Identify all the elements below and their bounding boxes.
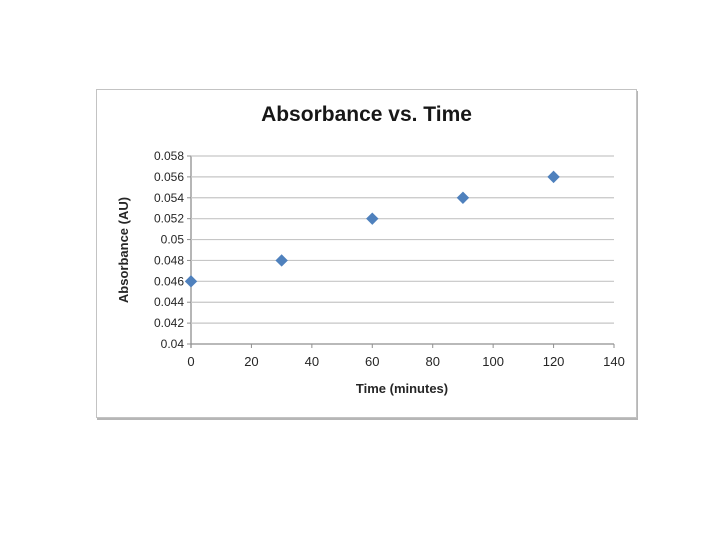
x-tick-label: 20 xyxy=(244,354,258,369)
data-point-marker xyxy=(275,254,288,267)
x-tick-label: 40 xyxy=(305,354,319,369)
chart-container: Absorbance vs. Time 140 120 100 80 60 40 20 0 0.… xyxy=(96,89,637,418)
y-tick-label: 0.044 xyxy=(154,295,184,309)
x-tick-label: 140 xyxy=(603,354,625,369)
x-tick-label: 0 xyxy=(187,354,194,369)
y-axis-title: Absorbance (AU) xyxy=(116,197,131,303)
data-point-marker xyxy=(366,212,379,225)
x-tick-label: 120 xyxy=(543,354,565,369)
x-tick-label: 80 xyxy=(425,354,439,369)
data-point-marker xyxy=(456,191,470,204)
x-tick-label: 60 xyxy=(365,354,379,369)
y-tick-label: 0.04 xyxy=(161,337,185,351)
y-tick-label: 0.058 xyxy=(154,149,184,163)
chart-title: Absorbance vs. Time xyxy=(261,103,472,126)
data-point-marker xyxy=(547,170,560,184)
y-tick-label: 0.048 xyxy=(154,253,184,267)
y-tick-label: 0.056 xyxy=(154,170,184,184)
y-tick-label: 0.054 xyxy=(154,191,184,205)
scatter-plot: 140 120 100 80 60 40 20 0 0.058 0.056 0.054 0.052 0.… xyxy=(116,149,625,396)
y-tick-label: 0.052 xyxy=(154,212,184,226)
data-point-marker xyxy=(184,275,198,288)
x-axis-title: Time (minutes) xyxy=(356,381,448,396)
y-tick-label: 0.05 xyxy=(161,233,185,247)
x-tick-label: 100 xyxy=(482,354,504,369)
y-tick-label: 0.046 xyxy=(154,274,184,288)
y-tick-label: 0.042 xyxy=(154,316,184,330)
